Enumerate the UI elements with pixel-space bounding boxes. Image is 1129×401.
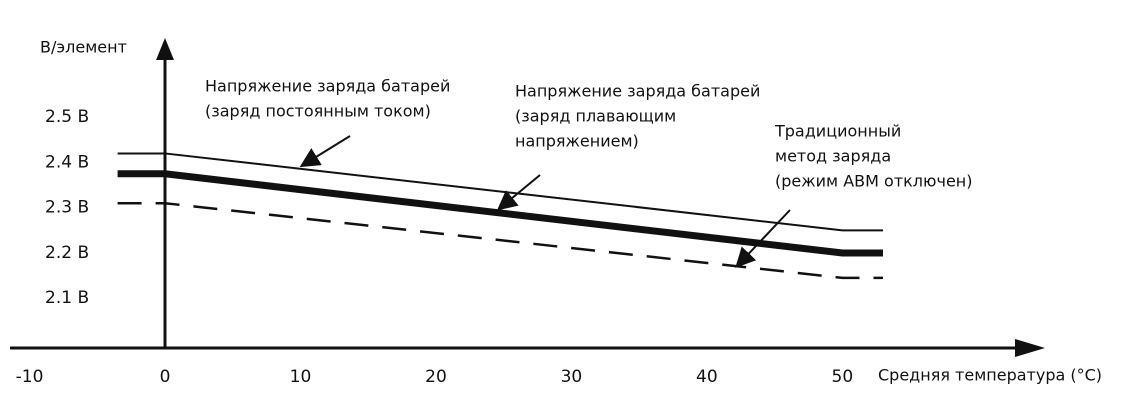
x-tick-label: 40 [696, 367, 718, 387]
x-axis-arrow [1015, 339, 1045, 357]
x-axis-label: Средняя температура (°C) [878, 366, 1102, 385]
y-axis-arrow [156, 38, 174, 60]
data-line [117, 201, 883, 280]
annotation: напряжением) [515, 132, 639, 151]
y-tick-label: 2.2 В [45, 243, 89, 263]
annotation: (заряд постоянным током) [205, 102, 431, 121]
y-tick-label: 2.3 В [45, 198, 89, 218]
annotation: Напряжение заряда батарей [205, 77, 450, 96]
arrow [735, 209, 791, 268]
x-tick-label: 50 [832, 367, 854, 387]
x-tick-label: -10 [16, 367, 44, 387]
y-tick-label: 2.1 В [45, 288, 89, 308]
x-tick-label: 30 [561, 367, 583, 387]
annotation: (режим ABM отключен) [775, 172, 973, 191]
x-tick-label: 20 [425, 367, 447, 387]
arrow [299, 135, 351, 168]
annotation: Традиционный [774, 122, 901, 141]
arrow [496, 174, 541, 211]
annotation: (заряд плавающим [515, 107, 676, 126]
y-axis-label: В/элемент [40, 38, 127, 57]
x-tick-label: 0 [160, 367, 171, 387]
data-line [117, 170, 883, 257]
y-tick-label: 2.4 В [45, 152, 89, 172]
data-line [117, 152, 883, 232]
y-tick-label: 2.5 В [45, 107, 89, 127]
annotation: метод заряда [775, 147, 891, 166]
x-tick-label: 10 [290, 367, 312, 387]
annotation: Напряжение заряда батарей [515, 82, 760, 101]
